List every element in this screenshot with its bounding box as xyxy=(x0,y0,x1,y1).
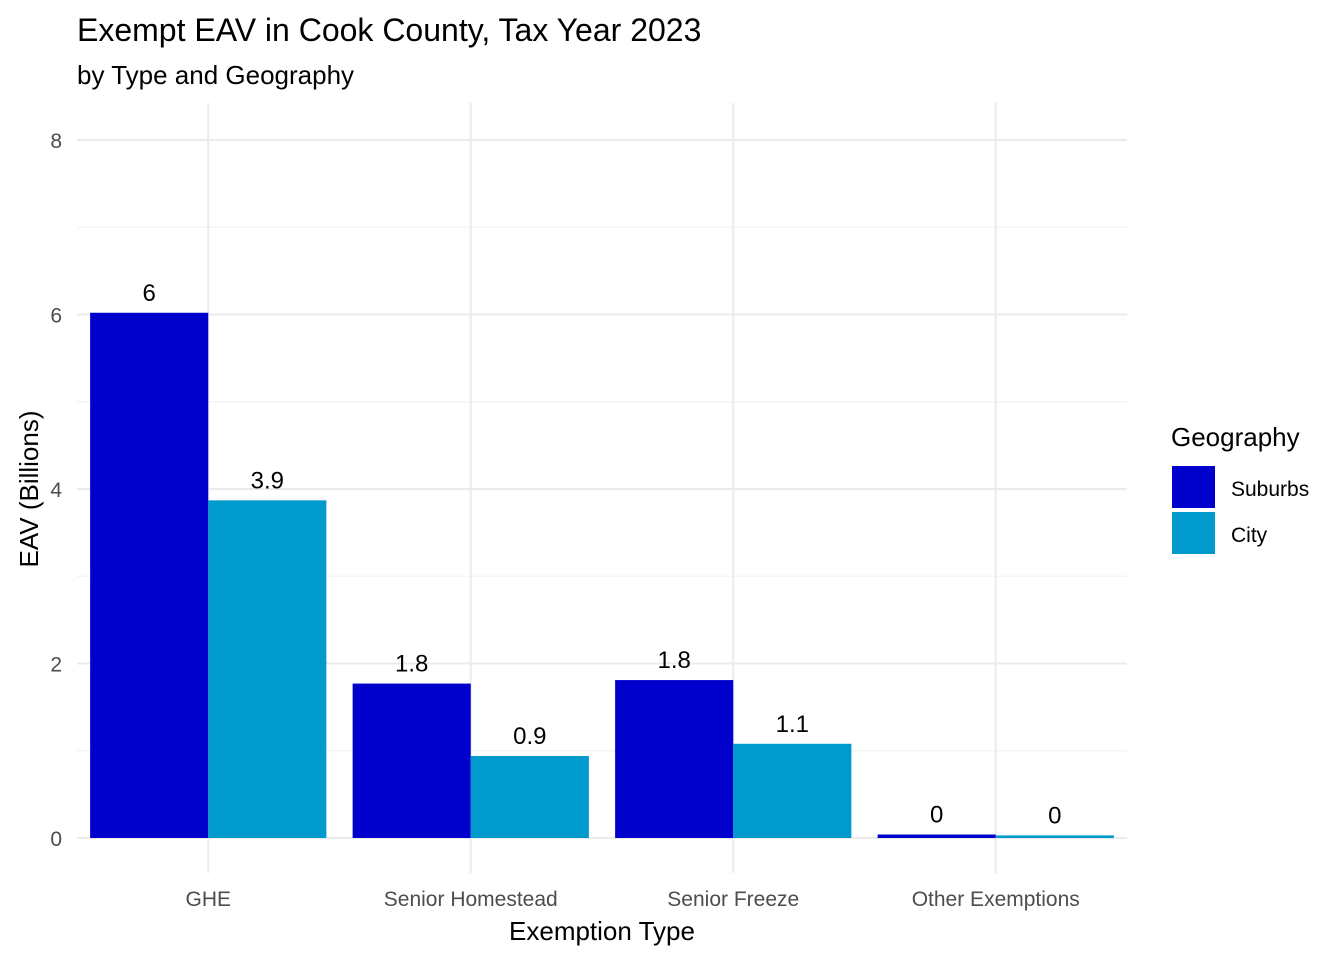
legend-swatch-city xyxy=(1172,512,1215,554)
data-label: 3.9 xyxy=(251,467,284,494)
y-tick-label: 6 xyxy=(50,305,62,328)
y-tick-label: 0 xyxy=(50,828,62,851)
bar-suburbs-2 xyxy=(615,680,734,838)
bar-city-1 xyxy=(470,755,589,838)
data-label: 0 xyxy=(930,802,943,829)
legend-label: City xyxy=(1231,524,1268,547)
data-label: 0.9 xyxy=(513,723,546,750)
bar-city-3 xyxy=(995,835,1114,838)
legend: Geography Suburbs City xyxy=(1171,422,1309,554)
data-label: 1.8 xyxy=(395,651,428,678)
y-axis-ticks: 0 2 4 6 8 xyxy=(50,130,62,851)
bar-city-0 xyxy=(208,500,327,838)
y-tick-label: 8 xyxy=(50,130,62,153)
y-axis-title: EAV (Billions) xyxy=(14,410,44,567)
x-tick-label: Other Exemptions xyxy=(912,888,1080,911)
x-axis-title: Exemption Type xyxy=(509,916,695,946)
y-tick-label: 2 xyxy=(50,654,62,677)
x-tick-label: GHE xyxy=(185,888,231,911)
x-tick-label: Senior Homestead xyxy=(384,888,558,911)
chart-title: Exempt EAV in Cook County, Tax Year 2023 xyxy=(77,12,701,48)
bar-suburbs-1 xyxy=(352,683,471,838)
data-label: 1.8 xyxy=(658,647,691,674)
bars xyxy=(90,312,1114,838)
data-label: 6 xyxy=(143,280,156,307)
bar-suburbs-3 xyxy=(877,834,996,838)
data-labels: 6 1.8 1.8 0 3.9 0.9 1.1 0 xyxy=(143,280,1062,830)
x-axis-ticks: GHE Senior Homestead Senior Freeze Other Ex… xyxy=(185,888,1079,911)
chart-subtitle: by Type and Geography xyxy=(77,60,354,90)
legend-label: Suburbs xyxy=(1231,478,1309,501)
bar-city-2 xyxy=(733,743,852,838)
data-label: 0 xyxy=(1048,802,1061,829)
y-tick-label: 4 xyxy=(50,479,62,502)
bar-suburbs-0 xyxy=(90,312,209,838)
legend-title: Geography xyxy=(1171,422,1300,452)
x-tick-label: Senior Freeze xyxy=(667,888,799,911)
data-label: 1.1 xyxy=(776,711,809,738)
legend-swatch-suburbs xyxy=(1172,466,1215,508)
